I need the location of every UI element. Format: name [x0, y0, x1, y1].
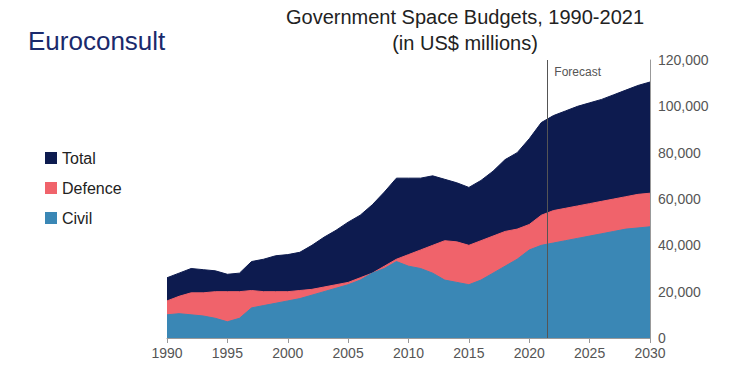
svg-text:1990: 1990	[151, 345, 182, 361]
svg-text:40,000: 40,000	[658, 237, 701, 253]
svg-text:Civil: Civil	[62, 210, 92, 227]
svg-text:80,000: 80,000	[658, 145, 701, 161]
svg-text:60,000: 60,000	[658, 191, 701, 207]
svg-text:(in US$ millions): (in US$ millions)	[392, 32, 538, 54]
svg-text:2005: 2005	[333, 345, 364, 361]
svg-text:Total: Total	[62, 150, 96, 167]
svg-text:Forecast: Forecast	[554, 65, 601, 79]
svg-text:120,000: 120,000	[658, 52, 709, 68]
svg-text:2030: 2030	[634, 345, 665, 361]
svg-text:0: 0	[658, 330, 666, 346]
svg-text:2000: 2000	[272, 345, 303, 361]
svg-text:2015: 2015	[453, 345, 484, 361]
svg-text:1995: 1995	[212, 345, 243, 361]
svg-text:2020: 2020	[514, 345, 545, 361]
svg-text:100,000: 100,000	[658, 98, 709, 114]
svg-text:Euroconsult: Euroconsult	[28, 26, 166, 56]
svg-text:2010: 2010	[393, 345, 424, 361]
svg-text:Government Space Budgets, 1990: Government Space Budgets, 1990-2021	[286, 6, 644, 28]
svg-text:Defence: Defence	[62, 180, 122, 197]
svg-text:2025: 2025	[574, 345, 605, 361]
svg-text:20,000: 20,000	[658, 284, 701, 300]
